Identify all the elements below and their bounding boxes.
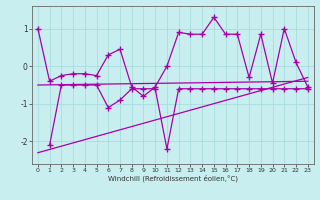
X-axis label: Windchill (Refroidissement éolien,°C): Windchill (Refroidissement éolien,°C) — [108, 175, 238, 182]
